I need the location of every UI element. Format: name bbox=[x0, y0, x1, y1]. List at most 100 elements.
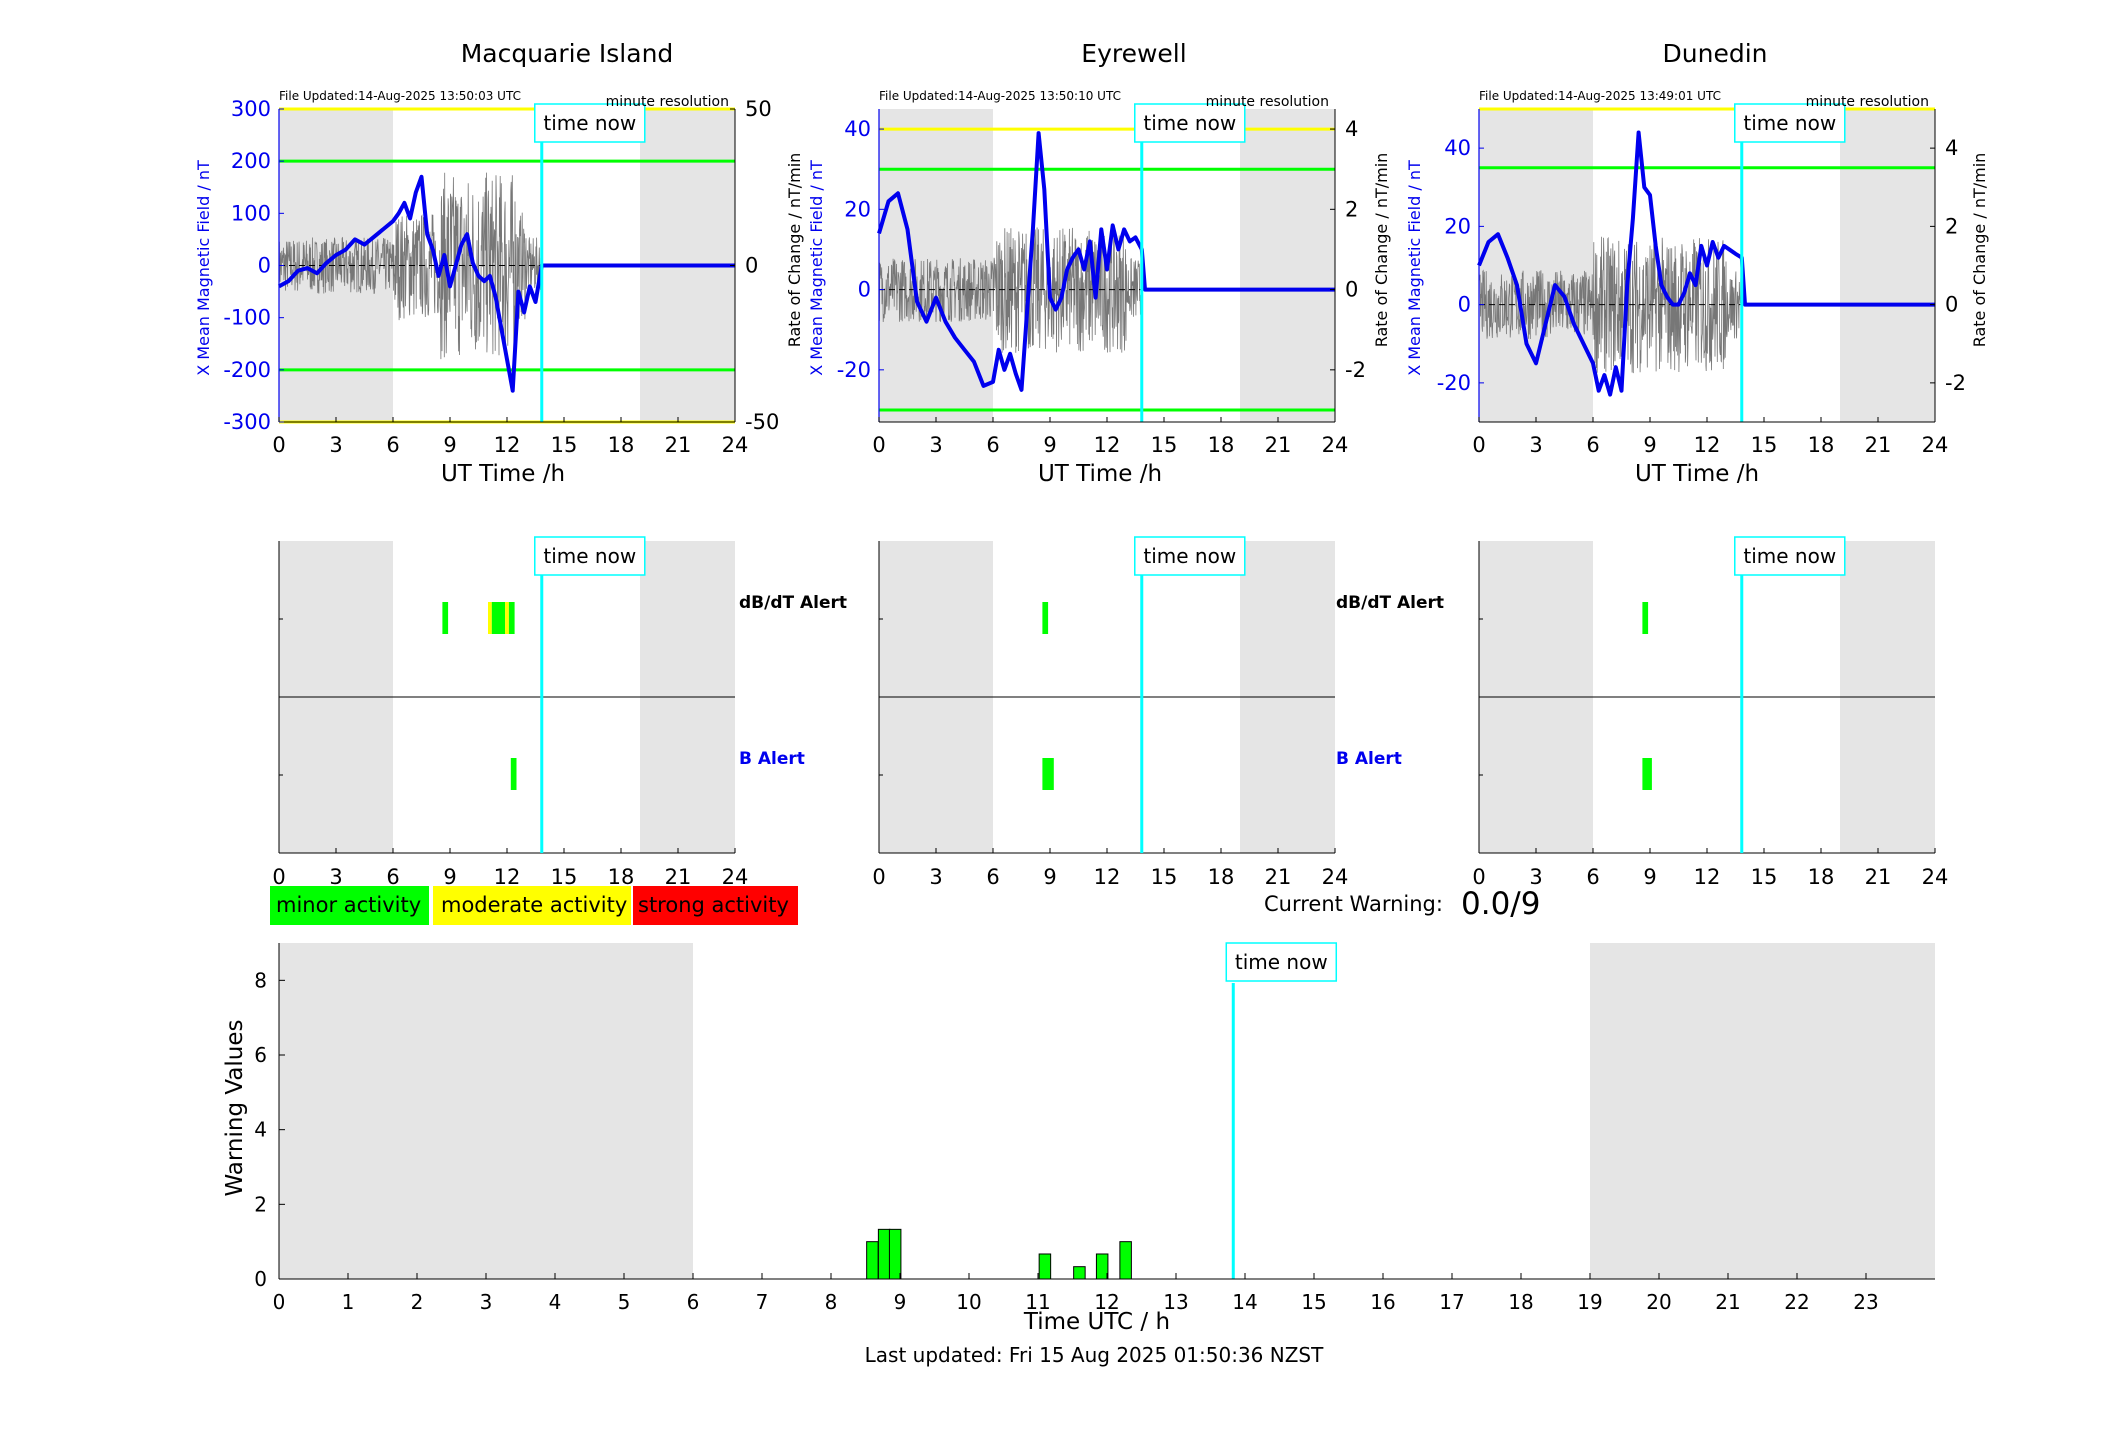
dbdt-alert-bar bbox=[505, 602, 509, 634]
x-tick-label: 1 bbox=[342, 1290, 355, 1314]
night-band bbox=[279, 943, 693, 1279]
x-tick-label: 12 bbox=[1094, 433, 1121, 457]
x-tick-label: 3 bbox=[929, 865, 942, 889]
y-left-tick-label: -200 bbox=[223, 358, 271, 382]
file-updated-eyrewell: File Updated:14-Aug-2025 13:50:10 UTC bbox=[879, 89, 1121, 103]
y-tick-label: 6 bbox=[254, 1043, 267, 1067]
y-left-tick-label: 100 bbox=[231, 201, 271, 225]
y-left-label-macquarie: X Mean Magnetic Field / nT bbox=[194, 160, 213, 376]
x-tick-label: 24 bbox=[722, 433, 749, 457]
warning-bar bbox=[866, 1241, 879, 1280]
y-left-tick-label: 40 bbox=[1444, 136, 1471, 160]
y-right-tick-label: 0 bbox=[1345, 278, 1358, 302]
time-now-label-box bbox=[534, 103, 646, 143]
y-left-tick-label: 0 bbox=[1458, 293, 1471, 317]
warning-x-label: Time UTC / h bbox=[1023, 1309, 1170, 1335]
time-now-label: time now bbox=[1743, 544, 1836, 568]
x-tick-label: 24 bbox=[1922, 865, 1949, 889]
field-panel-macquarie: time now 0 3 6 9 12 15 18 21 24 300 200 100 0 -100 -200… bbox=[223, 97, 779, 457]
time-now-label-box bbox=[1225, 942, 1338, 982]
x-tick-label: 12 bbox=[494, 433, 521, 457]
y-left-tick-label: 300 bbox=[231, 97, 271, 121]
dbdt-alert-bar bbox=[497, 602, 506, 634]
legend-strong-label: strong activity bbox=[638, 893, 789, 917]
night-band bbox=[1479, 109, 1593, 422]
x-tick-label: 15 bbox=[1301, 1290, 1326, 1314]
rate-of-change-trace bbox=[278, 172, 542, 360]
time-now-label-box bbox=[1734, 103, 1846, 143]
dbdt-alert-label-macquarie: dB/dT Alert bbox=[739, 593, 847, 613]
x-tick-label: 12 bbox=[1094, 865, 1121, 889]
x-tick-label: 3 bbox=[1529, 433, 1542, 457]
legend-strong-swatch bbox=[633, 886, 798, 925]
x-tick-label: 15 bbox=[1151, 865, 1178, 889]
x-tick-label: 18 bbox=[1808, 865, 1835, 889]
time-now-label: time now bbox=[1235, 950, 1328, 974]
x-tick-label: 21 bbox=[1715, 1290, 1740, 1314]
legend-moderate-swatch bbox=[433, 886, 631, 925]
x-tick-label: 12 bbox=[1694, 433, 1721, 457]
x-tick-label: 2 bbox=[411, 1290, 424, 1314]
b-alert-bar bbox=[510, 758, 517, 790]
night-band bbox=[1240, 109, 1335, 422]
y-left-tick-label: 0 bbox=[858, 278, 871, 302]
x-tick-label: 21 bbox=[1865, 865, 1892, 889]
dbdt-alert-bar bbox=[442, 602, 449, 634]
x-tick-label: 9 bbox=[894, 1290, 907, 1314]
x-tick-label: 9 bbox=[443, 865, 456, 889]
warning-bar bbox=[1119, 1241, 1132, 1280]
x-tick-label: 0 bbox=[272, 433, 285, 457]
x-tick-label: 18 bbox=[1208, 433, 1235, 457]
legend-minor-label: minor activity bbox=[276, 893, 421, 917]
y-right-tick-label: 4 bbox=[1945, 136, 1958, 160]
y-left-tick-label: 0 bbox=[258, 254, 271, 278]
y-left-tick-label: 20 bbox=[844, 197, 871, 221]
x-tick-label: 6 bbox=[386, 865, 399, 889]
y-right-label-eyrewell: Rate of Change / nT/min bbox=[1372, 153, 1391, 348]
x-tick-label: 20 bbox=[1646, 1290, 1671, 1314]
y-tick-label: 4 bbox=[254, 1118, 267, 1142]
time-now-label-box bbox=[1134, 103, 1246, 143]
y-right-tick-label: 4 bbox=[1345, 117, 1358, 141]
x-tick-label: 6 bbox=[386, 433, 399, 457]
x-tick-label: 15 bbox=[1751, 865, 1778, 889]
x-tick-label: 4 bbox=[549, 1290, 562, 1314]
y-left-tick-label: -20 bbox=[837, 358, 871, 382]
x-tick-label: 18 bbox=[608, 433, 635, 457]
b-alert-label-eyrewell: B Alert bbox=[1336, 749, 1402, 769]
x-tick-label: 6 bbox=[1586, 433, 1599, 457]
x-tick-label: 24 bbox=[1322, 865, 1349, 889]
x-tick-label: 15 bbox=[551, 433, 578, 457]
legend-minor-swatch bbox=[270, 886, 429, 925]
y-right-label-eyrewell-left: Rate of Change / nT/min bbox=[785, 153, 804, 348]
y-tick-label: 8 bbox=[254, 968, 267, 992]
time-now-label-box bbox=[1134, 536, 1246, 576]
resolution-eyrewell: minute resolution bbox=[1206, 94, 1329, 110]
dbdt-alert-bar bbox=[1042, 602, 1049, 634]
x-tick-label: 9 bbox=[1043, 865, 1056, 889]
x-tick-label: 0 bbox=[272, 865, 285, 889]
x-tick-label: 15 bbox=[1151, 433, 1178, 457]
current-warning-value: 0.0/9 bbox=[1461, 886, 1540, 922]
warning-bar bbox=[1073, 1266, 1086, 1280]
time-now-label: time now bbox=[1743, 111, 1836, 135]
y-tick-label: 2 bbox=[254, 1192, 267, 1216]
time-now-label: time now bbox=[543, 111, 636, 135]
y-left-label-dunedin: X Mean Magnetic Field / nT bbox=[1405, 160, 1424, 376]
activity-legend: minor activity moderate activity strong … bbox=[270, 886, 798, 925]
x-tick-label: 0 bbox=[872, 433, 885, 457]
alert-panel-eyrewell: time now 0 3 6 9 12 15 18 21 24 bbox=[872, 536, 1349, 889]
y-right-tick-label: -2 bbox=[1945, 371, 1966, 395]
x-tick-label: 6 bbox=[986, 433, 999, 457]
x-tick-label: 24 bbox=[1322, 433, 1349, 457]
current-warning-label: Current Warning: bbox=[1264, 892, 1443, 916]
x-tick-label: 16 bbox=[1370, 1290, 1395, 1314]
dbdt-alert-bar bbox=[508, 602, 515, 634]
x-tick-label: 3 bbox=[329, 433, 342, 457]
y-left-tick-label: 20 bbox=[1444, 214, 1471, 238]
rate-of-change-trace bbox=[1478, 236, 1742, 374]
x-tick-label: 21 bbox=[1865, 433, 1892, 457]
